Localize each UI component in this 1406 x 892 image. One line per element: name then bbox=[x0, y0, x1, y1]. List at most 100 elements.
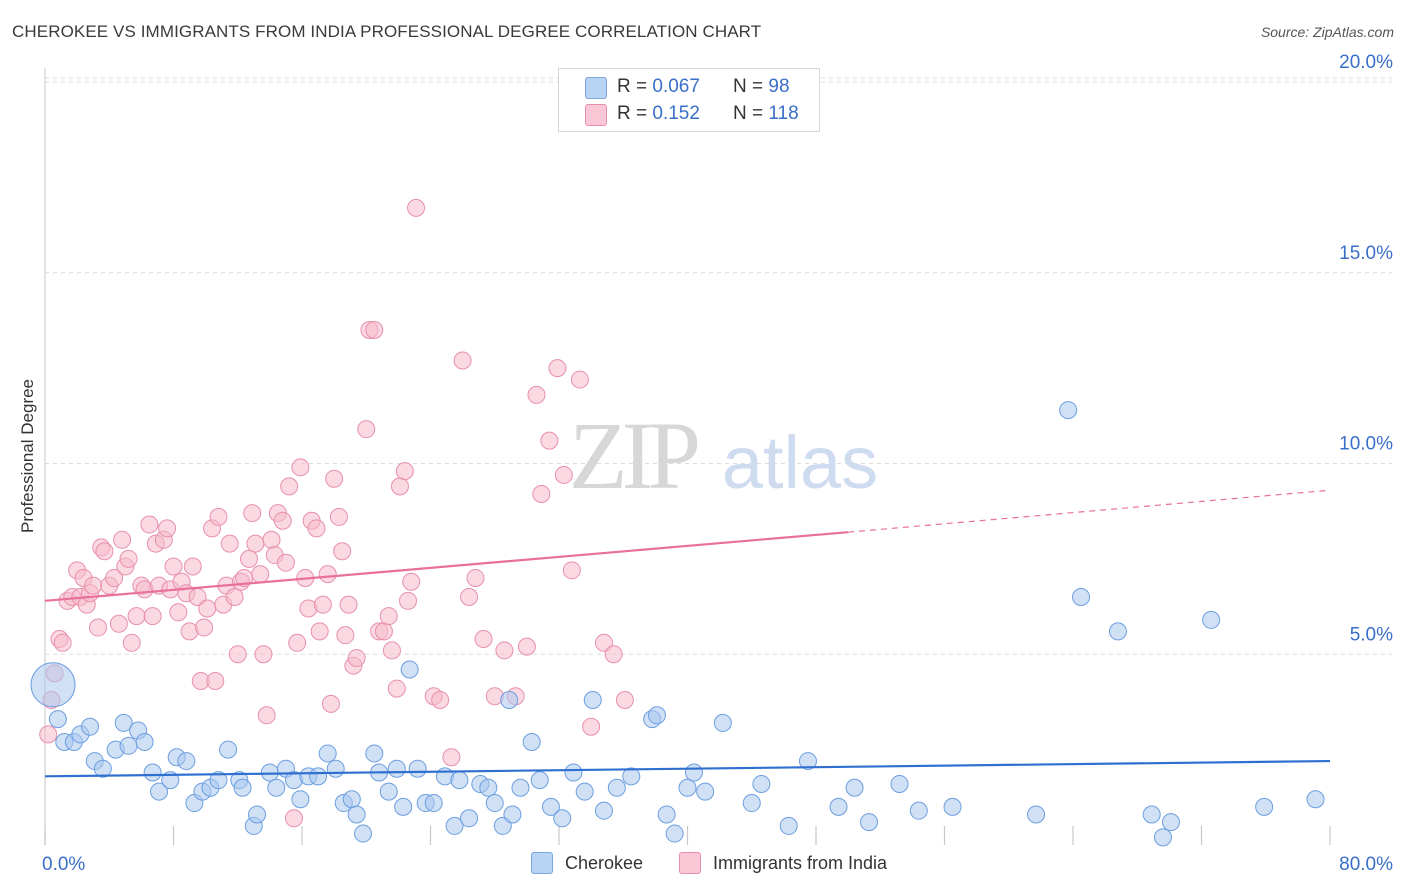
cherokee-legend-swatch bbox=[531, 852, 553, 874]
legend-item-cherokee: Cherokee bbox=[531, 852, 643, 874]
cherokee-point bbox=[318, 744, 337, 763]
cherokee-point bbox=[530, 771, 549, 790]
cherokee-point bbox=[1255, 797, 1274, 816]
cherokee-point bbox=[607, 778, 626, 797]
india-point bbox=[198, 599, 217, 618]
cherokee-point bbox=[860, 813, 879, 832]
india-point bbox=[122, 633, 141, 652]
r-label: R = bbox=[617, 76, 653, 97]
cherokee-point bbox=[798, 752, 817, 771]
cherokee-point bbox=[684, 763, 703, 782]
cherokee-point bbox=[1059, 401, 1078, 420]
india-point bbox=[113, 530, 132, 549]
n-value-india: 118 bbox=[768, 103, 799, 124]
india-point bbox=[239, 549, 258, 568]
india-point bbox=[288, 633, 307, 652]
india-point bbox=[329, 507, 348, 526]
india-point bbox=[374, 622, 393, 641]
india-point bbox=[262, 530, 281, 549]
cherokee-point bbox=[564, 763, 583, 782]
india-point bbox=[209, 507, 228, 526]
india-point bbox=[310, 622, 329, 641]
india-point bbox=[206, 671, 225, 690]
india-point bbox=[395, 462, 414, 481]
watermark-atlas: atlas bbox=[722, 421, 878, 504]
y-tick-label: 5.0% bbox=[1350, 624, 1393, 645]
india-point bbox=[321, 694, 340, 713]
source-credit: Source: ZipAtlas.com bbox=[1260, 24, 1394, 40]
india-point bbox=[474, 629, 493, 648]
correlation-legend: R = 0.067 N = 98 R = 0.152 N = 118 bbox=[558, 68, 820, 132]
india-point bbox=[105, 568, 124, 587]
r-value-cherokee: 0.067 bbox=[652, 76, 700, 97]
cherokee-point bbox=[460, 809, 479, 828]
india-point bbox=[251, 565, 270, 584]
india-point bbox=[95, 542, 114, 561]
cherokee-point bbox=[1161, 813, 1180, 832]
cherokee-point bbox=[503, 805, 522, 824]
cherokee-point bbox=[248, 805, 267, 824]
cherokee-point bbox=[48, 710, 67, 729]
india-point bbox=[243, 504, 262, 523]
india-point bbox=[291, 458, 310, 477]
india-point bbox=[313, 595, 332, 614]
india-point bbox=[276, 553, 295, 572]
india-point bbox=[307, 519, 326, 538]
n-label: N = bbox=[733, 76, 769, 97]
india-point bbox=[582, 717, 601, 736]
india-point bbox=[169, 603, 188, 622]
india-point bbox=[140, 515, 159, 534]
india-swatch bbox=[585, 104, 607, 126]
cherokee-point bbox=[135, 732, 154, 751]
cherokee-point bbox=[890, 774, 909, 793]
cherokee-point bbox=[365, 744, 384, 763]
india-point bbox=[39, 725, 58, 744]
r-label: R = bbox=[617, 103, 653, 124]
cherokee-point bbox=[500, 691, 519, 710]
india-points bbox=[39, 198, 634, 828]
cherokee-point bbox=[657, 805, 676, 824]
india-point bbox=[562, 561, 581, 580]
cherokee-point bbox=[522, 732, 541, 751]
india-point bbox=[228, 645, 247, 664]
india-point bbox=[84, 576, 103, 595]
cherokee-point bbox=[400, 660, 419, 679]
cherokee-point bbox=[479, 778, 498, 797]
india-point bbox=[399, 591, 418, 610]
india-point bbox=[466, 568, 485, 587]
n-label: N = bbox=[733, 103, 769, 124]
cherokee-point bbox=[408, 759, 427, 778]
cherokee-point bbox=[93, 759, 112, 778]
india-trend-extension bbox=[848, 489, 1331, 533]
cherokee-point bbox=[553, 809, 572, 828]
cherokee-point bbox=[119, 736, 138, 755]
india-legend-swatch bbox=[679, 852, 701, 874]
cherokee-point bbox=[678, 778, 697, 797]
india-point bbox=[365, 320, 384, 339]
cherokee-point bbox=[342, 790, 361, 809]
cherokee-point bbox=[347, 805, 366, 824]
cherokee-point bbox=[309, 767, 328, 786]
cherokee-point bbox=[387, 759, 406, 778]
cherokee-points bbox=[30, 401, 1325, 847]
watermark-zip: ZIP bbox=[569, 402, 698, 509]
cherokee-point bbox=[209, 771, 228, 790]
india-point bbox=[246, 534, 265, 553]
india-point bbox=[195, 618, 214, 637]
india-point bbox=[387, 679, 406, 698]
india-point bbox=[325, 469, 344, 488]
cherokee-point bbox=[647, 706, 666, 725]
cherokee-trend-line bbox=[44, 759, 1331, 778]
india-point bbox=[109, 614, 128, 633]
legend-item-india: Immigrants from India bbox=[679, 852, 887, 874]
india-point bbox=[53, 633, 72, 652]
y-tick-label: 15.0% bbox=[1339, 243, 1393, 264]
cherokee-point bbox=[1153, 828, 1172, 847]
india-point bbox=[554, 465, 573, 484]
cherokee-point bbox=[177, 752, 196, 771]
cherokee-point bbox=[1027, 805, 1046, 824]
india-point bbox=[280, 477, 299, 496]
legend-label-cherokee: Cherokee bbox=[565, 852, 644, 873]
india-point bbox=[254, 645, 273, 664]
